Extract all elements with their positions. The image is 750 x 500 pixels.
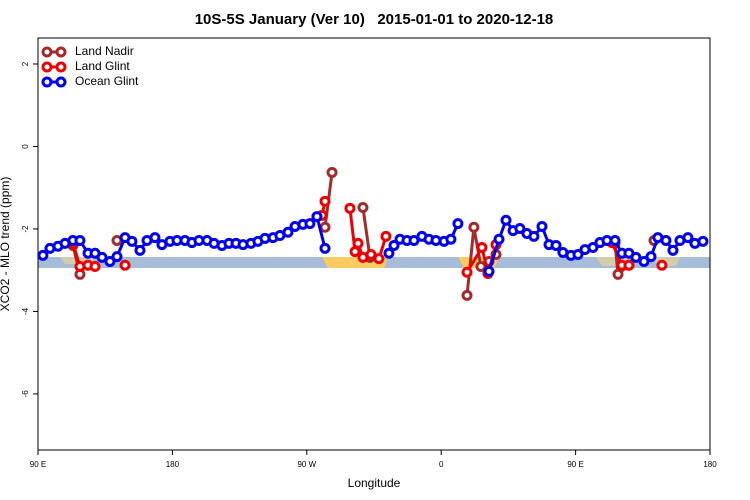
data-point — [111, 251, 123, 263]
y-tick-label: -4 — [21, 307, 30, 315]
data-point — [126, 235, 138, 247]
data-point — [452, 218, 464, 230]
data-point — [352, 237, 364, 249]
data-point — [630, 251, 642, 263]
data-point — [134, 244, 146, 256]
legend-label: Ocean Glint — [75, 74, 139, 88]
data-point — [461, 266, 473, 278]
data-point — [645, 251, 657, 263]
y-tick-label: 2 — [21, 61, 30, 66]
data-point — [660, 234, 672, 246]
data-point — [528, 230, 540, 242]
data-point — [587, 242, 599, 254]
data-point — [468, 221, 480, 233]
data-point — [475, 260, 487, 272]
data-point — [380, 230, 392, 242]
plot-frame — [37, 37, 711, 451]
data-point — [638, 256, 650, 268]
data-point — [500, 214, 512, 226]
y-tick-label: 0 — [21, 144, 30, 149]
y-axis-label: XCO2 - MLO trend (ppm) — [0, 177, 12, 312]
data-point — [612, 268, 624, 280]
data-point — [37, 249, 49, 261]
data-point — [319, 195, 331, 207]
data-point — [319, 221, 331, 233]
data-point — [282, 226, 294, 238]
data-point — [408, 234, 420, 246]
x-tick-label: 90 E — [567, 460, 583, 469]
data-point — [311, 211, 323, 223]
x-axis-label: Longitude — [348, 476, 401, 490]
x-tick-label: 180 — [166, 460, 180, 469]
data-point — [623, 259, 635, 271]
legend-label: Land Glint — [75, 59, 130, 73]
legend-marker — [41, 76, 53, 88]
series-line — [73, 172, 654, 295]
legend-marker — [41, 46, 53, 58]
data-point — [74, 234, 86, 246]
data-point — [149, 232, 161, 244]
data-point — [96, 251, 108, 263]
chart-title: 10S-5S January (Ver 10) 2015-01-01 to 20… — [195, 11, 554, 28]
x-tick-label: 180 — [703, 460, 717, 469]
x-tick-label: 90 E — [30, 460, 46, 469]
legend-marker — [55, 46, 67, 58]
legend-label: Land Nadir — [75, 44, 134, 58]
data-point — [572, 249, 584, 261]
data-point — [357, 202, 369, 214]
data-point — [365, 249, 377, 261]
data-point — [304, 218, 316, 230]
data-point — [682, 232, 694, 244]
data-point — [483, 265, 495, 277]
data-point — [326, 166, 338, 178]
legend-marker — [55, 61, 67, 73]
data-point — [476, 242, 488, 254]
data-point — [550, 239, 562, 251]
data-point — [344, 202, 356, 214]
y-tick-label: -2 — [21, 225, 30, 233]
data-point — [667, 244, 679, 256]
data-point — [104, 256, 116, 268]
y-tick-label: -6 — [21, 390, 30, 398]
data-point — [119, 259, 131, 271]
x-tick-label: 0 — [439, 460, 444, 469]
data-point — [656, 259, 668, 271]
data-point — [89, 260, 101, 272]
data-point — [493, 233, 505, 245]
data-point — [697, 235, 709, 247]
data-point — [373, 253, 385, 265]
data-point — [461, 289, 473, 301]
legend-marker — [55, 76, 67, 88]
data-point — [609, 234, 621, 246]
x-tick-label: 90 W — [297, 460, 316, 469]
data-point — [388, 239, 400, 251]
data-point — [514, 223, 526, 235]
data-point — [383, 247, 395, 259]
data-point — [445, 233, 457, 245]
data-point — [536, 220, 548, 232]
data-point — [319, 242, 331, 254]
legend-marker — [41, 61, 53, 73]
